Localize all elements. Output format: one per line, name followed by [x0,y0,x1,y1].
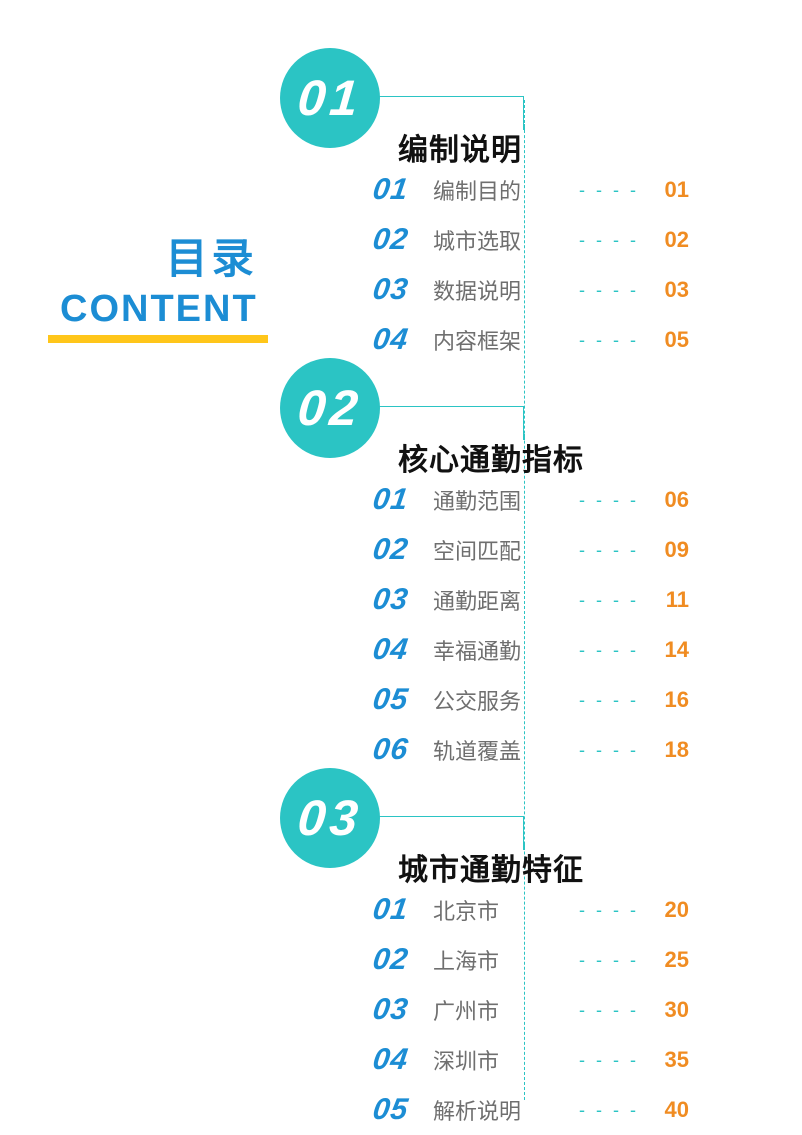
leader-dashes: - - - - [573,950,645,971]
leader-dashes: - - - - [573,900,645,921]
section-badge-number: 01 [296,69,365,127]
item-number: 02 [371,223,436,257]
leader-dashes: - - - - [573,230,645,251]
leader-dashes: - - - - [573,1050,645,1071]
page-number: 35 [645,1047,689,1073]
section-items: 01编制目的- - - -0102城市选取- - - -0203数据说明- - … [373,165,689,365]
item-label: 广州市 [433,994,573,1026]
toc-item: 03数据说明- - - -03 [373,265,689,315]
brace-connector [376,816,524,844]
item-number: 05 [371,1093,436,1127]
toc-item: 03广州市- - - -30 [373,985,689,1035]
title-cn: 目录 [60,225,258,286]
brace-connector [376,406,524,434]
item-label: 数据说明 [433,274,573,306]
section-badge-number: 02 [296,379,365,437]
item-label: 内容框架 [433,324,573,356]
item-number: 04 [371,633,436,667]
item-label: 编制目的 [433,174,573,206]
toc-item: 01北京市- - - -20 [373,885,689,935]
toc-item: 04深圳市- - - -35 [373,1035,689,1085]
item-label: 通勤距离 [433,584,573,616]
item-number: 04 [371,1043,436,1077]
item-number: 01 [371,893,436,927]
leader-dashes: - - - - [573,690,645,711]
leader-dashes: - - - - [573,540,645,561]
leader-dashes: - - - - [573,1000,645,1021]
title-underline [48,335,268,343]
toc-item: 02城市选取- - - -02 [373,215,689,265]
item-number: 03 [371,993,436,1027]
toc-item: 05解析说明- - - -40 [373,1085,689,1135]
item-number: 04 [371,323,436,357]
leader-dashes: - - - - [573,180,645,201]
leader-dashes: - - - - [573,740,645,761]
toc-item: 05公交服务- - - -16 [373,675,689,725]
section-heading: 核心通勤指标 [398,435,584,479]
item-label: 幸福通勤 [433,634,573,666]
leader-dashes: - - - - [573,590,645,611]
page-number: 01 [645,177,689,203]
toc-item: 01编制目的- - - -01 [373,165,689,215]
section-items: 01北京市- - - -2002上海市- - - -2503广州市- - - -… [373,885,689,1135]
brace-connector [376,96,524,124]
section-badge-number: 03 [296,789,365,847]
toc-item: 04内容框架- - - -05 [373,315,689,365]
page-number: 06 [645,487,689,513]
section-items: 01通勤范围- - - -0602空间匹配- - - -0903通勤距离- - … [373,475,689,775]
item-label: 空间匹配 [433,534,573,566]
item-label: 通勤范围 [433,484,573,516]
item-label: 北京市 [433,894,573,926]
toc-page: 目录 CONTENT 01编制说明01编制目的- - - -0102城市选取- … [0,0,802,1133]
item-number: 05 [371,683,436,717]
section-heading: 城市通勤特征 [398,845,584,889]
leader-dashes: - - - - [573,490,645,511]
section-badge: 02 [280,358,380,458]
page-number: 11 [645,587,689,613]
page-number: 03 [645,277,689,303]
item-number: 06 [371,733,436,767]
item-number: 03 [371,273,436,307]
item-number: 03 [371,583,436,617]
item-label: 城市选取 [433,224,573,256]
leader-dashes: - - - - [573,1100,645,1121]
toc-item: 04幸福通勤- - - -14 [373,625,689,675]
page-number: 40 [645,1097,689,1123]
leader-dashes: - - - - [573,280,645,301]
toc-item: 01通勤范围- - - -06 [373,475,689,525]
toc-item: 02上海市- - - -25 [373,935,689,985]
section-badge: 03 [280,768,380,868]
page-number: 02 [645,227,689,253]
page-number: 18 [645,737,689,763]
section-badge: 01 [280,48,380,148]
page-number: 20 [645,897,689,923]
page-number: 30 [645,997,689,1023]
item-label: 上海市 [433,944,573,976]
leader-dashes: - - - - [573,330,645,351]
page-number: 25 [645,947,689,973]
item-number: 02 [371,533,436,567]
item-number: 01 [371,483,436,517]
toc-item: 02空间匹配- - - -09 [373,525,689,575]
toc-item: 03通勤距离- - - -11 [373,575,689,625]
item-label: 公交服务 [433,684,573,716]
toc-item: 06轨道覆盖- - - -18 [373,725,689,775]
item-number: 01 [371,173,436,207]
leader-dashes: - - - - [573,640,645,661]
page-number: 09 [645,537,689,563]
item-label: 轨道覆盖 [433,734,573,766]
page-number: 16 [645,687,689,713]
page-number: 05 [645,327,689,353]
item-label: 解析说明 [433,1094,573,1126]
page-number: 14 [645,637,689,663]
section-heading: 编制说明 [398,125,522,169]
title-block: 目录 CONTENT [60,225,258,331]
item-label: 深圳市 [433,1044,573,1076]
title-en: CONTENT [60,288,258,331]
item-number: 02 [371,943,436,977]
